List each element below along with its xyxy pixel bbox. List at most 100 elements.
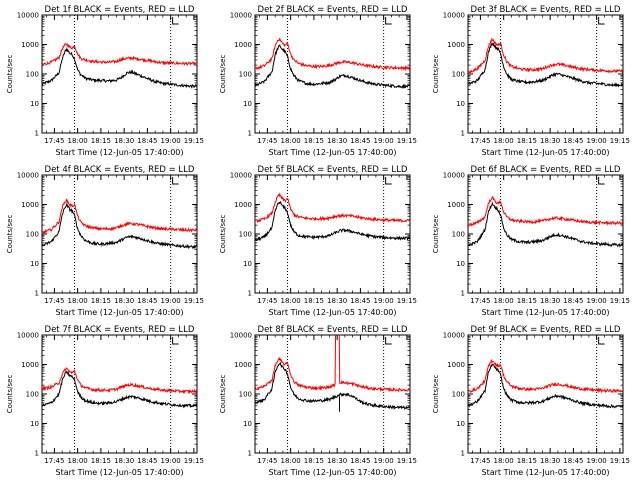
events-series-line [468,363,623,409]
x-tick-label: 19:00 [374,457,394,465]
y-tick-label: 1000 [447,41,465,49]
x-tick-label: 18:00 [281,297,301,305]
x-tick-label: 17:45 [257,457,277,465]
lld-series-line [468,37,623,74]
x-tick-label: 17:45 [470,457,490,465]
plot-frame [467,334,624,454]
corner-flag-mark [172,177,179,185]
lld-series-line [42,197,197,235]
x-tick-label: 18:45 [563,137,583,145]
y-tick-label: 10 [243,100,252,108]
x-tick-label: 19:00 [161,297,181,305]
x-tick-label: 19:00 [374,297,394,305]
traces [42,197,197,250]
x-tick-label: 18:00 [68,137,88,145]
x-tick-label: 18:00 [281,457,301,465]
panel-det-2f: Det 2f BLACK = Events, RED = LLD Counts/s… [219,5,417,157]
x-tick-label: 18:15 [517,297,537,305]
x-tick-label: 18:30 [540,457,560,465]
y-tick-label: 1000 [234,41,252,49]
x-tick-label: 18:15 [304,137,324,145]
y-tick-label: 100 [452,391,465,399]
chart-title: Det 1f BLACK = Events, RED = LLD [45,5,195,15]
x-axis-label: Start Time (12-Jun-05 17:40:00) [269,308,397,317]
x-tick-label: 18:15 [91,457,111,465]
x-tick-label: 18:45 [137,457,157,465]
y-tick-label: 10000 [17,332,39,340]
plot-frame [467,14,624,134]
y-tick-label: 10 [243,260,252,268]
y-tick-label: 100 [239,71,252,79]
chart-title: Det 9f BLACK = Events, RED = LLD [471,325,621,335]
y-tick-label: 10000 [443,332,465,340]
y-tick-label: 1000 [447,201,465,209]
x-tick-label: 18:45 [137,137,157,145]
chart-title: Det 3f BLACK = Events, RED = LLD [471,5,621,15]
x-axis-label: Start Time (12-Jun-05 17:40:00) [269,148,397,157]
corner-flag-mark [385,17,392,25]
events-series-line [468,41,623,88]
corner-flag-mark [598,17,605,25]
x-tick-label: 18:15 [517,137,537,145]
chart-title: Det 6f BLACK = Events, RED = LLD [471,165,621,175]
y-tick-label: 10000 [230,172,252,180]
x-tick-label: 18:15 [304,457,324,465]
y-tick-label: 1 [461,290,465,298]
y-tick-label: 100 [239,391,252,399]
y-axis-label: Counts/sec [219,375,227,414]
lld-series-line [42,42,197,67]
y-tick-label: 100 [26,71,39,79]
y-tick-label: 1 [461,450,465,458]
events-series-line [42,370,197,409]
x-tick-label: 19:15 [610,457,630,465]
y-tick-label: 10000 [443,12,465,20]
y-tick-label: 10000 [230,12,252,20]
y-axis-label: Counts/sec [6,55,14,94]
x-tick-label: 19:00 [161,137,181,145]
panel-det-1f: Det 1f BLACK = Events, RED = LLD Counts/s… [6,5,204,157]
y-tick-label: 1 [461,130,465,138]
events-series-line [42,46,197,89]
y-tick-label: 10 [243,420,252,428]
x-axis-label: Start Time (12-Jun-05 17:40:00) [56,468,184,477]
lld-series-line [42,367,197,395]
lld-series-line [468,358,623,394]
x-tick-label: 18:45 [350,297,370,305]
y-tick-label: 100 [26,391,39,399]
x-tick-label: 18:15 [91,137,111,145]
y-tick-label: 10 [456,100,465,108]
x-tick-label: 19:15 [397,137,417,145]
panel-det-5f: Det 5f BLACK = Events, RED = LLD Counts/s… [219,165,417,317]
y-tick-label: 10000 [443,172,465,180]
x-tick-label: 17:45 [44,297,64,305]
x-tick-label: 18:00 [281,137,301,145]
x-tick-label: 19:00 [587,137,607,145]
x-tick-label: 19:00 [587,297,607,305]
x-tick-label: 18:30 [327,297,347,305]
plot-frame [41,334,198,454]
plot-frame [467,174,624,294]
x-tick-label: 18:45 [350,137,370,145]
plot-frame [254,14,411,134]
x-tick-label: 17:45 [44,137,64,145]
x-tick-label: 19:15 [184,457,204,465]
x-tick-label: 19:00 [161,457,181,465]
chart-title: Det 4f BLACK = Events, RED = LLD [45,165,195,175]
chart-title: Det 7f BLACK = Events, RED = LLD [45,325,195,335]
y-tick-label: 10 [456,260,465,268]
x-tick-label: 18:00 [494,137,514,145]
x-tick-label: 18:15 [517,457,537,465]
x-axis-label: Start Time (12-Jun-05 17:40:00) [482,468,610,477]
y-tick-label: 1000 [21,201,39,209]
corner-flag-mark [598,337,605,345]
y-tick-label: 10000 [17,12,39,20]
y-tick-label: 100 [239,231,252,239]
x-tick-label: 18:45 [563,457,583,465]
lld-series-line [255,37,410,72]
y-tick-label: 10000 [230,332,252,340]
y-tick-label: 100 [26,231,39,239]
y-tick-label: 100 [452,231,465,239]
panel-det-6f: Det 6f BLACK = Events, RED = LLD Counts/s… [432,165,630,317]
traces [255,37,410,90]
panel-det-9f: Det 9f BLACK = Events, RED = LLD Counts/s… [432,325,630,477]
